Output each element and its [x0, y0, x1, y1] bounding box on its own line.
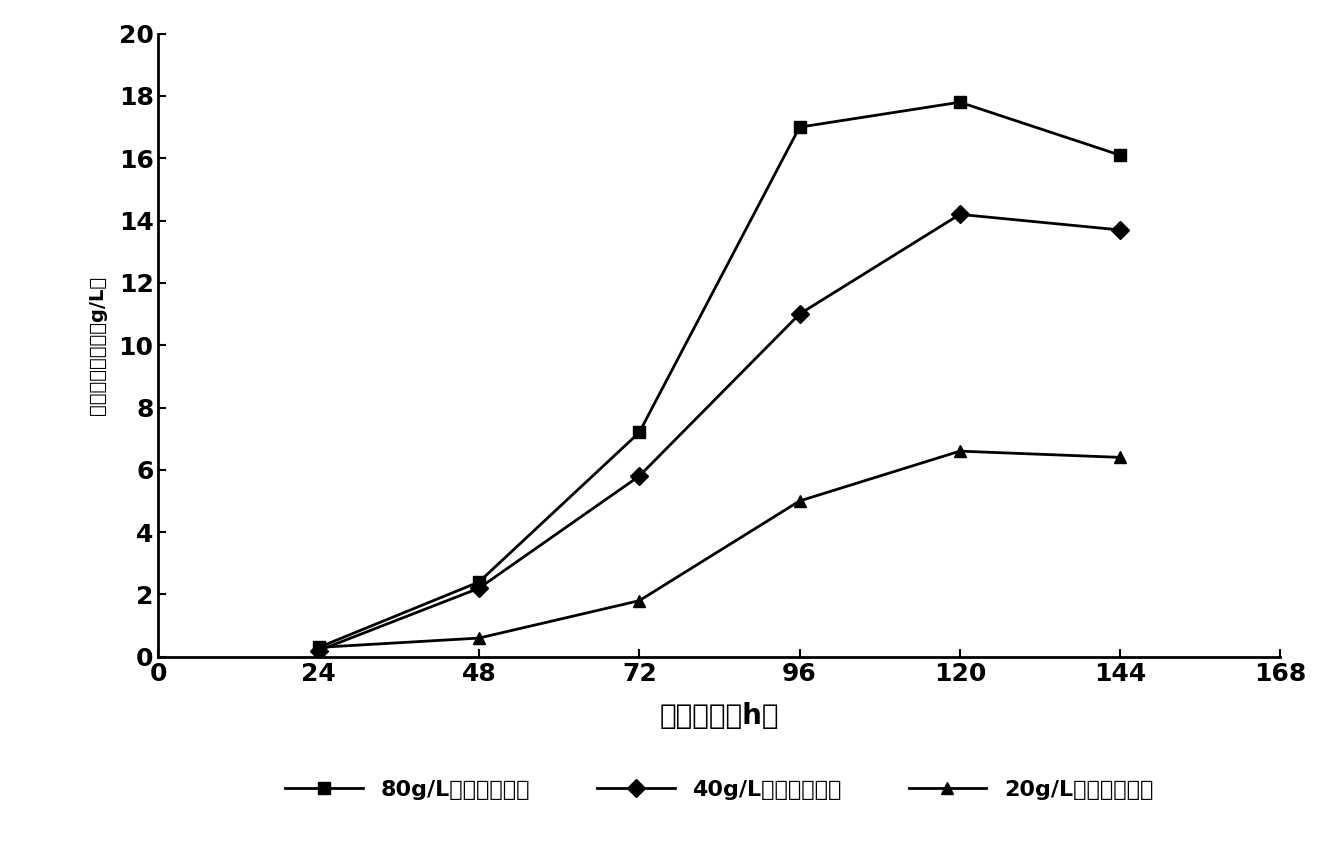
20g/L菊苋汁培养基 [1113, 452, 1129, 462]
80g/L菊苋汁培养基 [631, 428, 647, 438]
20g/L菊苋汁培养基 [952, 446, 968, 456]
80g/L菊苋汁培养基 [792, 122, 808, 132]
80g/L菊苋汁培养基 [310, 642, 326, 653]
20g/L菊苋汁培养基 [471, 633, 487, 643]
40g/L菊苋汁培养基 [631, 471, 647, 481]
Y-axis label: 草酸脱炖酸活性（g/L）: 草酸脱炖酸活性（g/L） [88, 275, 107, 415]
20g/L菊苋汁培养基 [631, 595, 647, 605]
40g/L菊苋汁培养基 [310, 646, 326, 656]
X-axis label: 培养时间（h）: 培养时间（h） [660, 702, 779, 730]
Legend: 80g/L菊苋汁培养基, 40g/L菊苋汁培养基, 20g/L菊苋汁培养基: 80g/L菊苋汁培养基, 40g/L菊苋汁培养基, 20g/L菊苋汁培养基 [285, 780, 1154, 800]
40g/L菊苋汁培养基 [792, 309, 808, 319]
40g/L菊苋汁培养基 [471, 584, 487, 594]
Line: 40g/L菊苋汁培养基: 40g/L菊苋汁培养基 [313, 208, 1126, 657]
Line: 80g/L菊苋汁培养基: 80g/L菊苋汁培养基 [313, 96, 1126, 653]
40g/L菊苋汁培养基 [1113, 225, 1129, 235]
80g/L菊苋汁培养基 [471, 577, 487, 587]
80g/L菊苋汁培养基 [952, 97, 968, 107]
Line: 20g/L菊苋汁培养基: 20g/L菊苋汁培养基 [313, 445, 1126, 653]
40g/L菊苋汁培养基 [952, 210, 968, 220]
20g/L菊苋汁培养基 [310, 642, 326, 653]
20g/L菊苋汁培养基 [792, 496, 808, 506]
80g/L菊苋汁培养基 [1113, 150, 1129, 160]
